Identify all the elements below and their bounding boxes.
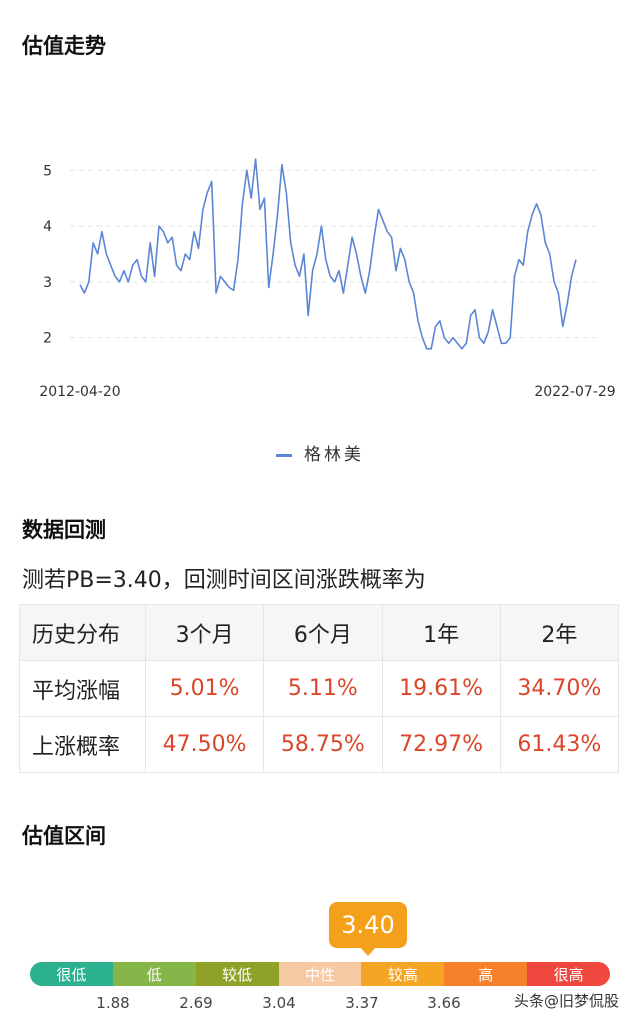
legend-label: 格林美 <box>304 445 364 465</box>
range-segment-neutral: 中性 <box>278 962 362 986</box>
range-segment-higher: 较高 <box>361 962 445 986</box>
x-tick-end: 2022-07-29 <box>534 384 615 400</box>
table-header-cell: 历史分布 <box>19 604 146 661</box>
valuation-range-bar: 很低 低 较低 中性 较高 高 很高 <box>30 962 611 986</box>
table-header-cell: 2年 <box>499 604 620 661</box>
table-row: 平均涨幅 5.01% 5.11% 19.61% 34.70% <box>19 660 620 717</box>
range-segment-high: 高 <box>444 962 528 986</box>
table-cell: 47.50% <box>144 716 265 773</box>
table-row: 上涨概率 47.50% 58.75% 72.97% 61.43% <box>19 716 620 773</box>
y-tick-label: 2 <box>43 331 52 347</box>
backtest-table: 历史分布 3个月 6个月 1年 2年 平均涨幅 5.01% 5.11% 19.6… <box>19 604 620 773</box>
section-title-range: 估值区间 <box>22 824 106 848</box>
valuation-trend-chart: 5 4 3 2 2012-04-20 2022-07-29 <box>39 158 616 400</box>
table-cell: 61.43% <box>499 716 620 773</box>
y-tick-label: 5 <box>43 163 52 179</box>
y-tick-label: 3 <box>43 275 52 291</box>
range-tick: 2.69 <box>179 994 213 1012</box>
range-tick: 3.04 <box>262 994 296 1012</box>
table-cell: 5.11% <box>263 660 383 717</box>
range-segment-low: 低 <box>112 962 196 986</box>
x-tick-start: 2012-04-20 <box>39 384 120 400</box>
table-header-cell: 6个月 <box>263 604 383 661</box>
table-cell: 19.61% <box>381 660 501 717</box>
range-segment-very-low: 很低 <box>30 962 113 986</box>
legend-swatch <box>276 453 292 457</box>
backtest-subtitle: 测若PB=3.40，回测时间区间涨跌概率为 <box>22 568 426 593</box>
range-segment-very-high: 很高 <box>527 962 611 986</box>
range-tick: 3.37 <box>345 994 379 1012</box>
y-tick-label: 4 <box>43 219 52 235</box>
table-cell: 72.97% <box>381 716 501 773</box>
series-line-gelinmei <box>79 158 577 350</box>
table-header-cell: 3个月 <box>144 604 265 661</box>
table-cell: 5.01% <box>144 660 265 717</box>
table-header-row: 历史分布 3个月 6个月 1年 2年 <box>19 604 620 661</box>
table-cell: 58.75% <box>263 716 383 773</box>
range-tick: 3.66 <box>427 994 461 1012</box>
section-title-backtest: 数据回测 <box>22 518 106 542</box>
section-title-trend: 估值走势 <box>22 34 106 58</box>
current-value-bubble: 3.40 <box>329 902 407 956</box>
chart-legend: 格林美 <box>0 440 640 465</box>
range-segment-lower: 较低 <box>195 962 279 986</box>
table-header-cell: 1年 <box>381 604 501 661</box>
range-tick: 1.88 <box>96 994 130 1012</box>
row-label: 平均涨幅 <box>19 660 146 717</box>
watermark: 头条@旧梦侃股 <box>514 992 620 1010</box>
table-cell: 34.70% <box>499 660 620 717</box>
row-label: 上涨概率 <box>19 716 146 773</box>
